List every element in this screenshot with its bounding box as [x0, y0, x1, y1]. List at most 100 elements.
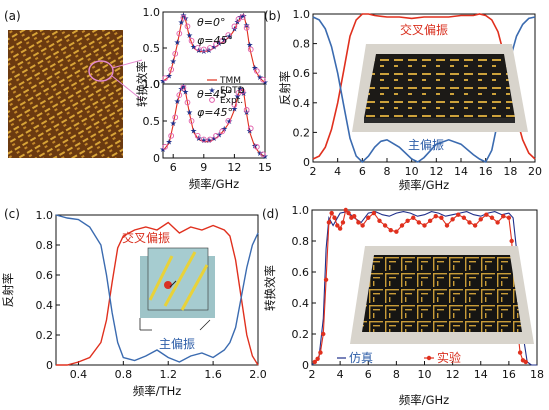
fdtd-point: ★ [174, 97, 181, 106]
expt-point [253, 144, 260, 150]
fdtd-point: ★ [166, 71, 173, 80]
expt-point [260, 151, 266, 158]
experiment-point [332, 215, 337, 220]
y-tick-label: 0.4 [292, 297, 310, 310]
angle-theta-annotation: θ=45° [197, 88, 232, 101]
experiment-point [450, 217, 455, 222]
chart-a-bottom: 6 9 12 1500.51.0★★★★★★★★★★★★★★★★★★★★★★★★★θ=… [135, 61, 272, 191]
experiment-point [495, 220, 500, 225]
fdtd-point: ★ [221, 124, 228, 133]
fdtd-point: ★ [216, 130, 223, 139]
experiment-point [422, 223, 427, 228]
experiment-point [351, 214, 357, 219]
x-tick-label: 2 [309, 368, 316, 381]
experiment-point [315, 356, 320, 361]
experiment-point [335, 223, 340, 228]
expt-point [176, 92, 183, 98]
fdtd-point: ★ [170, 119, 177, 128]
experiment-point [484, 212, 489, 217]
y-axis-label: 反射率 [278, 71, 292, 106]
legend-fdtd-label: FDTD [220, 86, 245, 96]
expt-point [225, 118, 232, 124]
inset-c-unitcell [139, 247, 215, 331]
cross-pol-label: 交叉偏振 [400, 22, 448, 37]
x-tick-label: 12 [429, 165, 443, 178]
x-tick-label: 12 [227, 161, 241, 174]
expt-point [243, 107, 250, 113]
experiment-point [356, 220, 361, 225]
fdtd-point: ★ [210, 43, 217, 52]
expt-point [162, 75, 168, 82]
x-tick-label: 15 [258, 161, 272, 174]
expt-point [260, 76, 266, 83]
experiment-point [321, 331, 326, 337]
y-axis-label: 转换效率 [135, 61, 149, 107]
legend-expt-label: Expt. [220, 96, 243, 106]
zoom-circle [88, 60, 114, 82]
expt-point [207, 45, 213, 51]
inset-b-metasurface [352, 44, 528, 132]
y-tick-label: 0 [153, 78, 160, 91]
fdtd-point: ★ [246, 40, 253, 49]
expt-point [184, 99, 191, 106]
co-pol-line [55, 214, 259, 363]
x-tick-label: 2 [310, 165, 317, 178]
experiment-point [439, 215, 444, 220]
fdtd-point: ★ [200, 47, 207, 56]
y-tick-label: 1.0 [143, 6, 161, 19]
experiment-point [394, 229, 399, 234]
x-tick-label: 6 [170, 161, 177, 174]
expt-point [194, 45, 201, 51]
experiment-point [329, 210, 334, 216]
expt-point [207, 136, 213, 143]
y-tick-label: 0.8 [292, 235, 310, 248]
x-tick-label: 2.0 [249, 368, 267, 381]
fdtd-point: ★ [226, 32, 233, 41]
expt-point [172, 50, 179, 57]
x-tick-label: 1.6 [204, 368, 222, 381]
legend-tmm-label: TMM [219, 76, 241, 86]
x-tick-label: 18 [503, 165, 517, 178]
y-tick-label: 1.0 [293, 8, 311, 21]
legend-sim-label: 仿真 [349, 351, 373, 365]
legend-exp-label: 实验 [437, 350, 461, 365]
experiment-point [399, 223, 405, 228]
fdtd-point: ★ [237, 84, 244, 93]
expt-point [168, 66, 175, 73]
fdtd-point: ★ [256, 149, 263, 158]
chart-d: 2 4 6 8 10 12 14 16 18 0 0.2 0.4 0.6 0.8 1.0 仿真 实验频率/GHz… [263, 204, 544, 407]
x-tick-label: 18 [530, 368, 544, 381]
expt-point [194, 132, 201, 139]
experiment-point [433, 214, 438, 219]
x-tick-label: 16 [502, 368, 516, 381]
experiment-point [312, 359, 318, 365]
expt-point [188, 118, 195, 124]
x-tick-label: 14 [454, 165, 468, 178]
x-tick-label: 0.4 [70, 368, 88, 381]
panel-label-c: (c) [4, 207, 20, 221]
y-tick-label: 0.4 [293, 97, 311, 110]
x-tick-label: 0.8 [115, 368, 133, 381]
cross-pol-label: 交叉偏振 [122, 230, 170, 245]
fdtd-point: ★ [234, 92, 241, 101]
experiment-point [427, 218, 433, 224]
experiment-point [478, 217, 483, 222]
y-tick-label: 1.0 [143, 78, 161, 91]
y-tick-label: 0 [153, 152, 160, 165]
experiment-point [343, 207, 348, 213]
fdtd-point: ★ [226, 117, 233, 126]
fdtd-point: ★ [190, 127, 197, 136]
experiment-point [323, 277, 329, 282]
experiment-point [501, 214, 506, 219]
experiment-point [405, 218, 410, 224]
fdtd-point: ★ [180, 82, 187, 91]
expt-point [184, 23, 191, 30]
experiment-point [388, 227, 393, 233]
chart-b: 2 4 6 8 10 12 14 16 18 20 0 0.2 0.4 0.6 0.8 1.0 交叉偏振主偏振频… [278, 8, 542, 192]
cross-pol-line [56, 221, 259, 366]
fdtd-point: ★ [261, 78, 268, 87]
fdtd-point: ★ [216, 39, 223, 48]
expt-point [239, 88, 246, 95]
fdtd-point: ★ [178, 18, 185, 27]
